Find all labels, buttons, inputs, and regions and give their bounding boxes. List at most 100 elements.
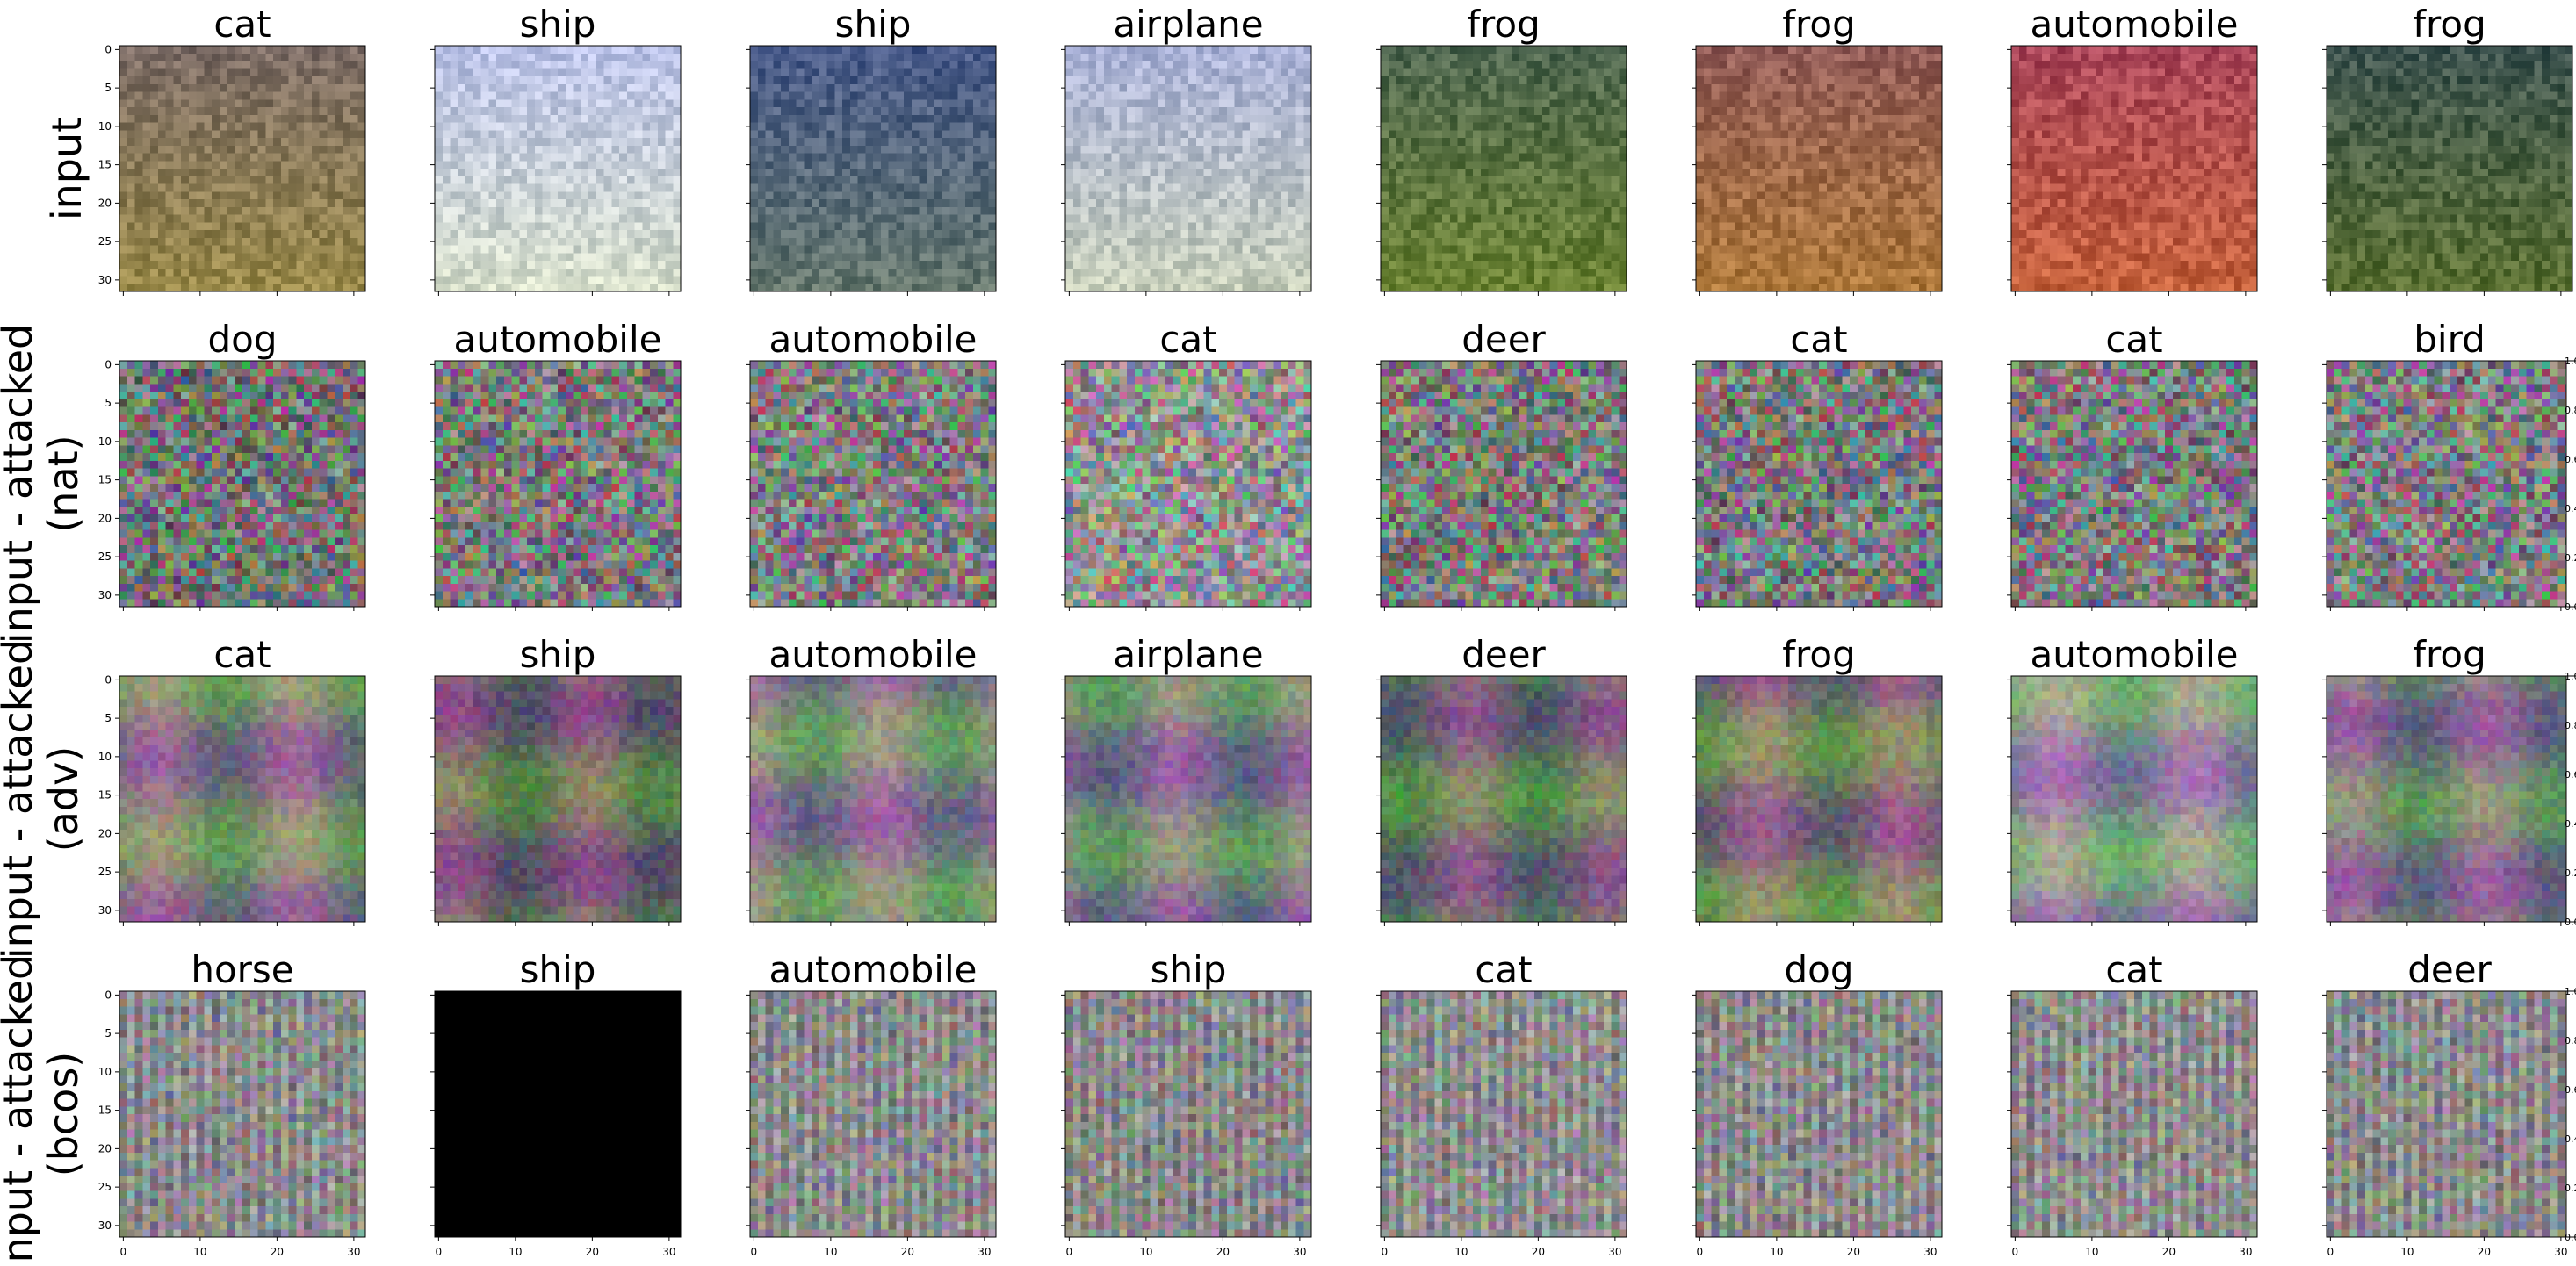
panel-image: [750, 676, 996, 922]
x-tick-label: 30: [347, 1246, 360, 1258]
x-tick-label: 20: [271, 1246, 284, 1258]
row-label-line: input: [43, 117, 90, 220]
panel-title: cat: [2105, 318, 2162, 361]
colorbar-tick-label: 0.8: [2565, 1035, 2576, 1047]
colorbar-tick-label: 0.8: [2565, 720, 2576, 731]
panel-frame: [749, 45, 997, 292]
panel-title: automobile: [2031, 633, 2239, 676]
panel-title: deer: [1461, 318, 1546, 361]
panel-frame: [434, 45, 682, 292]
colorbar: [2565, 675, 2576, 923]
panel-image: [1065, 46, 1311, 291]
panel-image: [2011, 361, 2257, 607]
y-tick-label: 10: [98, 435, 112, 448]
panel-title: deer: [2407, 948, 2492, 991]
colorbar-tick-label: 1.0: [2565, 671, 2576, 682]
x-tick-label: 30: [2239, 1246, 2252, 1258]
panel-title: cat: [1159, 318, 1216, 361]
panel-image: [1381, 361, 1627, 607]
panel-image: [2327, 991, 2572, 1237]
x-tick-label: 0: [1066, 1246, 1073, 1258]
panel-frame: [2010, 990, 2258, 1238]
colorbar-tick-label: 0.4: [2565, 1133, 2576, 1145]
panel-title: airplane: [1113, 633, 1263, 676]
panel-image: [435, 676, 681, 922]
panel-image: [1065, 676, 1311, 922]
panel-title: automobile: [769, 948, 978, 991]
x-tick-label: 30: [1293, 1246, 1306, 1258]
panel-title: ship: [520, 3, 596, 46]
panel-frame: [1695, 45, 1943, 292]
panel-image: [2327, 676, 2572, 922]
x-tick-label: 10: [193, 1246, 206, 1258]
panel-image: [119, 361, 365, 607]
panel-frame: [2326, 45, 2573, 292]
panel-title: cat: [1790, 318, 1847, 361]
panel-image: [1696, 676, 1942, 922]
panel-title: horse: [191, 948, 293, 991]
panel-image: [119, 991, 365, 1237]
colorbar: [2565, 990, 2576, 1238]
y-tick-label: 10: [98, 1066, 112, 1078]
panel-frame: [1695, 990, 1943, 1238]
panel-frame: [434, 360, 682, 608]
panel-title: frog: [1782, 633, 1856, 676]
y-tick-label: 0: [105, 358, 112, 370]
x-tick-label: 0: [436, 1246, 443, 1258]
x-tick-label: 10: [1770, 1246, 1783, 1258]
y-tick-label: 10: [98, 120, 112, 133]
x-tick-label: 20: [2162, 1246, 2176, 1258]
y-tick-label: 15: [98, 1104, 112, 1117]
panel-title: deer: [1461, 633, 1546, 676]
x-tick-label: 20: [901, 1246, 914, 1258]
panel-frame: [1380, 45, 1627, 292]
panel-image: [750, 46, 996, 291]
panel-title: frog: [2413, 3, 2486, 46]
panel-title: frog: [1467, 3, 1541, 46]
panel-title: automobile: [2031, 3, 2239, 46]
x-tick-label: 20: [1847, 1246, 1860, 1258]
x-tick-label: 10: [824, 1246, 837, 1258]
panel-frame: [119, 45, 366, 292]
panel-frame: [1064, 360, 1312, 608]
row-label: input - attacked(nat): [0, 324, 87, 644]
panel-frame: [2010, 45, 2258, 292]
row-label: input - attacked(bcos): [0, 954, 87, 1266]
panel-frame: [2010, 360, 2258, 608]
x-tick-label: 0: [751, 1246, 758, 1258]
x-tick-label: 30: [2554, 1246, 2567, 1258]
panel-image: [119, 676, 365, 922]
panel-image: [1381, 676, 1627, 922]
y-tick-label: 5: [105, 1027, 112, 1039]
y-tick-label: 0: [105, 673, 112, 686]
panel-title: ship: [835, 3, 912, 46]
panel-title: ship: [520, 633, 596, 676]
y-tick-label: 10: [98, 751, 112, 763]
panel-frame: [1064, 990, 1312, 1238]
x-tick-label: 10: [2400, 1246, 2414, 1258]
panel-image: [1696, 361, 1942, 607]
y-tick-label: 30: [98, 904, 112, 917]
x-tick-label: 0: [2327, 1246, 2334, 1258]
panel-image: [1696, 991, 1942, 1237]
y-tick-label: 5: [105, 397, 112, 409]
y-tick-label: 15: [98, 789, 112, 802]
x-tick-label: 10: [509, 1246, 522, 1258]
row-label: input: [43, 117, 90, 220]
panel-title: dog: [207, 318, 277, 361]
x-tick-label: 0: [1382, 1246, 1389, 1258]
colorbar-tick-label: 1.0: [2565, 356, 2576, 367]
y-tick-label: 30: [98, 589, 112, 601]
y-tick-label: 25: [98, 866, 112, 878]
y-tick-label: 20: [98, 197, 112, 209]
panel-frame: [119, 360, 366, 608]
x-tick-label: 30: [978, 1246, 991, 1258]
colorbar-tick-label: 0.2: [2565, 867, 2576, 879]
row-label-line: input - attacked: [0, 639, 41, 959]
y-tick-label: 30: [98, 274, 112, 286]
panel-frame: [119, 675, 366, 923]
panel-title: dog: [1784, 948, 1853, 991]
y-tick-label: 0: [105, 43, 112, 55]
panel-frame: [434, 990, 682, 1238]
